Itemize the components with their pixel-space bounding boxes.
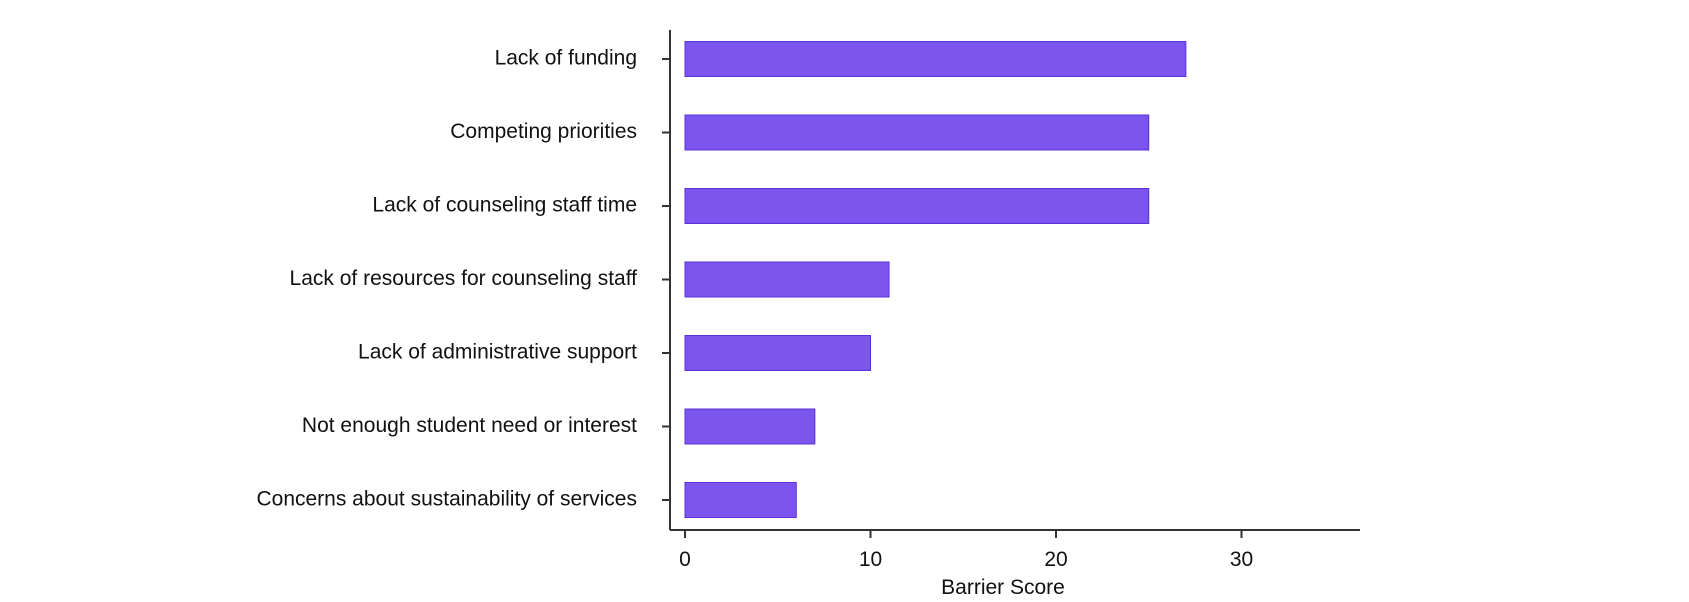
x-tick-label: 0	[679, 548, 691, 571]
category-labels-group: Lack of funding Competing priorities Lack …	[256, 47, 637, 511]
y-ticks-group	[662, 58, 670, 501]
bar	[684, 408, 816, 445]
bar	[684, 114, 1150, 151]
category-label: Not enough student need or interest	[302, 414, 637, 437]
category-label: Competing priorities	[450, 120, 637, 143]
bar	[684, 41, 1187, 77]
bar	[684, 482, 797, 518]
category-label: Lack of funding	[495, 47, 637, 70]
x-axis-title: Barrier Score	[941, 576, 1065, 599]
x-ticks-group: 0 10 20 30	[679, 530, 1253, 571]
bar	[684, 335, 871, 371]
bar	[684, 261, 890, 298]
category-label: Lack of resources for counseling staff	[290, 267, 638, 290]
category-label: Lack of counseling staff time	[372, 194, 637, 217]
category-label: Lack of administrative support	[358, 341, 637, 364]
x-tick-label: 20	[1044, 548, 1067, 571]
x-tick-label: 30	[1230, 548, 1253, 571]
category-label: Concerns about sustainability of service…	[256, 488, 637, 511]
bars-group	[684, 41, 1187, 518]
x-tick-label: 10	[859, 548, 882, 571]
bar	[684, 188, 1150, 224]
